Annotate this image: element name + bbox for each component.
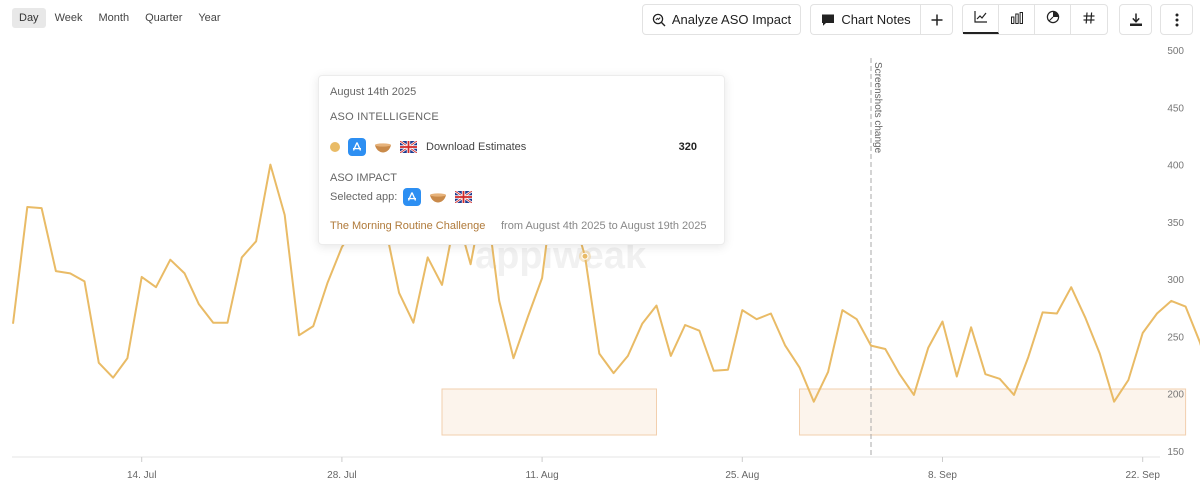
campaign-band-2[interactable] [799, 388, 1187, 436]
x-tick-label: 25. Aug [725, 470, 759, 481]
period-tab-year[interactable]: Year [198, 12, 221, 24]
table-view-button[interactable] [1071, 5, 1107, 34]
search-chart-icon [652, 13, 666, 27]
bar-chart-button[interactable] [999, 5, 1035, 34]
x-tick-label: 22. Sep [1125, 470, 1160, 481]
x-tick-label: 11. Aug [526, 470, 559, 481]
download-icon [1129, 13, 1143, 27]
line-chart-icon [973, 10, 988, 28]
app-store-icon [348, 138, 366, 156]
pie-chart-button[interactable] [1035, 5, 1071, 34]
app-store-icon [403, 188, 422, 206]
tooltip-section-aso-impact: ASO IMPACT [330, 172, 398, 184]
selected-app-label: Selected app: [330, 191, 398, 203]
series-line-download-estimates [12, 163, 1200, 403]
hover-marker [579, 250, 591, 263]
tooltip-section-aso-intelligence: ASO INTELLIGENCE [330, 111, 439, 123]
more-options-button[interactable] [1160, 4, 1193, 35]
period-tab-week[interactable]: Week [54, 12, 83, 24]
y-tick-label: 300 [1167, 275, 1184, 286]
line-chart-button[interactable] [963, 5, 999, 34]
y-tick-label: 350 [1167, 218, 1184, 229]
download-button[interactable] [1119, 4, 1152, 35]
period-tab-month[interactable]: Month [98, 12, 130, 24]
annotations: Screenshots change [870, 58, 883, 457]
y-tick-label: 200 [1167, 390, 1184, 401]
y-tick-label: 250 [1167, 332, 1184, 343]
x-tick-label: 28. Jul [327, 470, 356, 481]
comment-icon [821, 13, 835, 27]
campaign-band-1[interactable] [441, 388, 657, 436]
tooltip-selected-app: Selected app: [330, 188, 481, 206]
period-tabs: Day Week Month Quarter Year [12, 8, 228, 28]
more-vertical-icon [1175, 13, 1179, 27]
period-tab-day[interactable]: Day [12, 8, 46, 28]
pie-chart-icon [1046, 10, 1060, 29]
tooltip-metric-name: Download Estimates [426, 141, 527, 153]
y-tick-label: 400 [1167, 161, 1184, 172]
analyze-aso-impact-button[interactable]: Analyze ASO Impact [642, 4, 801, 35]
chart-tooltip: August 14th 2025 ASO INTELLIGENCE Downlo… [318, 75, 725, 245]
y-tick-label: 150 [1167, 447, 1184, 458]
plus-icon [931, 14, 943, 26]
x-tick-label: 14. Jul [127, 470, 156, 481]
y-tick-label: 450 [1167, 103, 1184, 114]
chart-notes-button[interactable]: Chart Notes [810, 4, 921, 35]
x-axis: 14. Jul 28. Jul 11. Aug 25. Aug 8. Sep 22. Se… [127, 457, 1160, 481]
chart-type-group [962, 4, 1108, 35]
uk-flag-icon [399, 140, 418, 154]
hash-icon [1083, 11, 1095, 29]
tooltip-campaign-name[interactable]: The Morning Routine Challenge [330, 220, 486, 232]
tooltip-metric-row: Download Estimates 320 [330, 138, 707, 156]
chart-notes-label: Chart Notes [841, 12, 911, 27]
tooltip-metric-value: 320 [678, 141, 697, 153]
bar-chart-icon [1010, 11, 1024, 29]
app-icon [374, 141, 392, 153]
analyze-aso-impact-label: Analyze ASO Impact [671, 12, 792, 27]
campaign-bands [441, 388, 1187, 436]
annotation-label: Screenshots change [872, 62, 883, 154]
y-axis: 150 200 250 300 350 400 450 500 [1167, 46, 1184, 458]
x-tick-label: 8. Sep [928, 470, 957, 481]
hover-point[interactable] [581, 252, 589, 260]
period-tab-quarter[interactable]: Quarter [145, 12, 183, 24]
add-note-button[interactable] [920, 4, 953, 35]
series-layer [12, 163, 1200, 403]
series-color-dot [330, 142, 340, 152]
y-tick-label: 500 [1167, 46, 1184, 57]
uk-flag-icon [454, 190, 473, 204]
app-icon [429, 191, 447, 203]
tooltip-date: August 14th 2025 [330, 86, 417, 98]
tooltip-campaign-range: from August 4th 2025 to August 19th 2025 [501, 220, 707, 232]
